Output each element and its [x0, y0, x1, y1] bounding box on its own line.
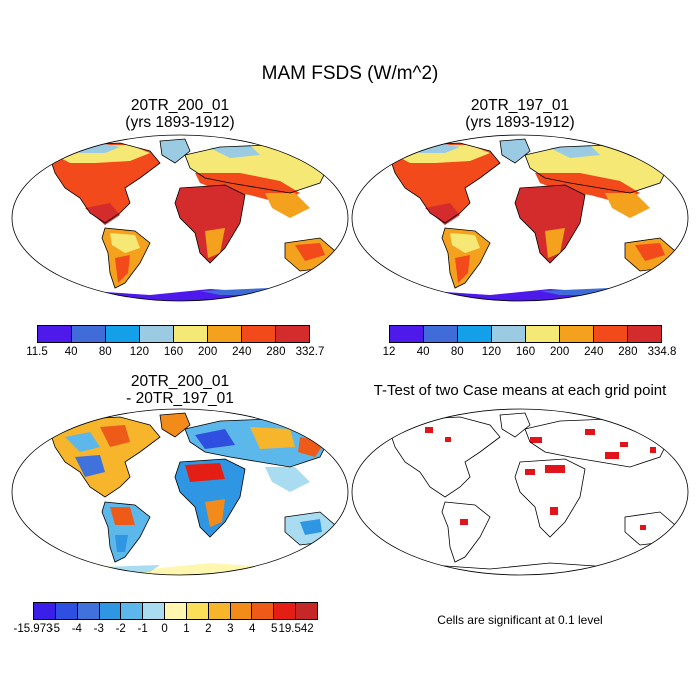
- colorbar-swatch: [208, 603, 231, 619]
- panel2-title-line2: (yrs 1893-1912): [465, 114, 575, 131]
- panel1-title: 20TR_200_01 (yrs 1893-1912): [50, 97, 310, 131]
- colorbar-label: 120: [129, 346, 149, 358]
- colorbar-label: 4: [249, 623, 256, 635]
- colorbar-label: 200: [198, 346, 218, 358]
- colorbar-swatch: [252, 603, 275, 619]
- panel3-map-border: [11, 408, 349, 576]
- colorbar-swatch: [106, 326, 140, 342]
- colorbar-swatch: [77, 603, 100, 619]
- colorbar-label: 2: [205, 623, 212, 635]
- colorbar-swatch: [174, 326, 208, 342]
- panel2-colorbar: [389, 325, 662, 343]
- colorbar-swatch: [390, 326, 424, 342]
- colorbar-swatch: [424, 326, 458, 342]
- panel1-colorbar: [37, 325, 310, 343]
- colorbar-label: 280: [618, 346, 638, 358]
- colorbar-swatch: [143, 603, 166, 619]
- panel2-map: [351, 134, 689, 302]
- colorbar-label: 334.8: [647, 346, 677, 358]
- colorbar-label: -4: [71, 623, 82, 635]
- colorbar-swatch: [230, 603, 253, 619]
- colorbar-label: -3: [93, 623, 104, 635]
- panel3-title-line1: 20TR_200_01: [130, 373, 230, 390]
- colorbar-swatch: [99, 603, 122, 619]
- colorbar-label: 240: [232, 346, 252, 358]
- colorbar-swatch: [186, 603, 209, 619]
- colorbar-swatch: [208, 326, 242, 342]
- panel3-title-line2: - 20TR_197_01: [126, 390, 234, 407]
- colorbar-swatch: [165, 603, 187, 619]
- panel1-title-line2: (yrs 1893-1912): [125, 114, 235, 131]
- significance-note: Cells are significant at 0.1 level: [437, 613, 603, 627]
- panel1-colorbar-labels: 11.5 40 80 120 160 200 240 280 332.7: [26, 346, 324, 360]
- colorbar-label: 80: [98, 346, 112, 358]
- colorbar-label: 160: [163, 346, 184, 358]
- panel2-colorbar-labels: 12 40 80 120 160 200 240 280 334.8: [383, 346, 677, 360]
- colorbar-label: 160: [515, 346, 536, 358]
- colorbar-label: -2: [115, 623, 126, 635]
- panel3-title: 20TR_200_01 - 20TR_197_01: [50, 373, 310, 407]
- colorbar-label: -15.973: [13, 623, 53, 635]
- colorbar-label: 12: [382, 346, 396, 358]
- colorbar-swatch: [628, 326, 661, 342]
- panel3-map-fill: [12, 409, 348, 575]
- colorbar-swatch: [55, 603, 78, 619]
- colorbar-label: 200: [550, 346, 570, 358]
- colorbar-label: 0: [161, 623, 168, 635]
- colorbar-swatch: [140, 326, 174, 342]
- panel3-colorbar: [33, 602, 318, 620]
- colorbar-label: 120: [481, 346, 501, 358]
- colorbar-swatch: [594, 326, 628, 342]
- colorbar-label: 19.542: [278, 623, 314, 635]
- colorbar-label: 40: [416, 346, 430, 358]
- panel4-map-border: [351, 408, 689, 576]
- panel4-title: T-Test of two Case means at each grid po…: [373, 382, 667, 399]
- panel1-map-border: [11, 134, 349, 302]
- colorbar-label: 280: [266, 346, 286, 358]
- colorbar-swatch: [274, 603, 297, 619]
- colorbar-label: 11.5: [26, 346, 48, 358]
- colorbar-swatch: [492, 326, 526, 342]
- colorbar-swatch: [72, 326, 106, 342]
- panel2-title-line1: 20TR_197_01: [470, 97, 570, 114]
- colorbar-label: 40: [64, 346, 78, 358]
- colorbar-label: 3: [227, 623, 234, 635]
- colorbar-swatch: [526, 326, 560, 342]
- colorbar-swatch: [242, 326, 276, 342]
- figure-title: MAM FSDS (W/m^2): [261, 63, 439, 84]
- colorbar-label: 5: [270, 623, 278, 635]
- colorbar-label: 80: [450, 346, 464, 358]
- panel3-colorbar-labels: -15.973 -5 -4 -3 -2 -1 0 1 2 3 4 5 19.542: [13, 623, 318, 637]
- colorbar-label: 1: [183, 623, 190, 635]
- panel3-map: [11, 408, 349, 576]
- colorbar-label: 240: [584, 346, 604, 358]
- colorbar-swatch: [276, 326, 309, 342]
- colorbar-label: -1: [137, 623, 148, 635]
- colorbar-label: 332.7: [295, 346, 325, 358]
- colorbar-swatch: [296, 603, 317, 619]
- panel2-map-border: [351, 134, 689, 302]
- colorbar-swatch: [560, 326, 594, 342]
- colorbar-swatch: [38, 326, 72, 342]
- colorbar-swatch: [458, 326, 492, 342]
- colorbar-swatch: [34, 603, 56, 619]
- panel2-title: 20TR_197_01 (yrs 1893-1912): [390, 97, 650, 131]
- colorbar-swatch: [121, 603, 144, 619]
- panel1-map: [11, 134, 349, 302]
- panel4-map: [351, 408, 689, 576]
- colorbar-label: -5: [49, 623, 61, 635]
- panel1-title-line1: 20TR_200_01: [130, 97, 230, 114]
